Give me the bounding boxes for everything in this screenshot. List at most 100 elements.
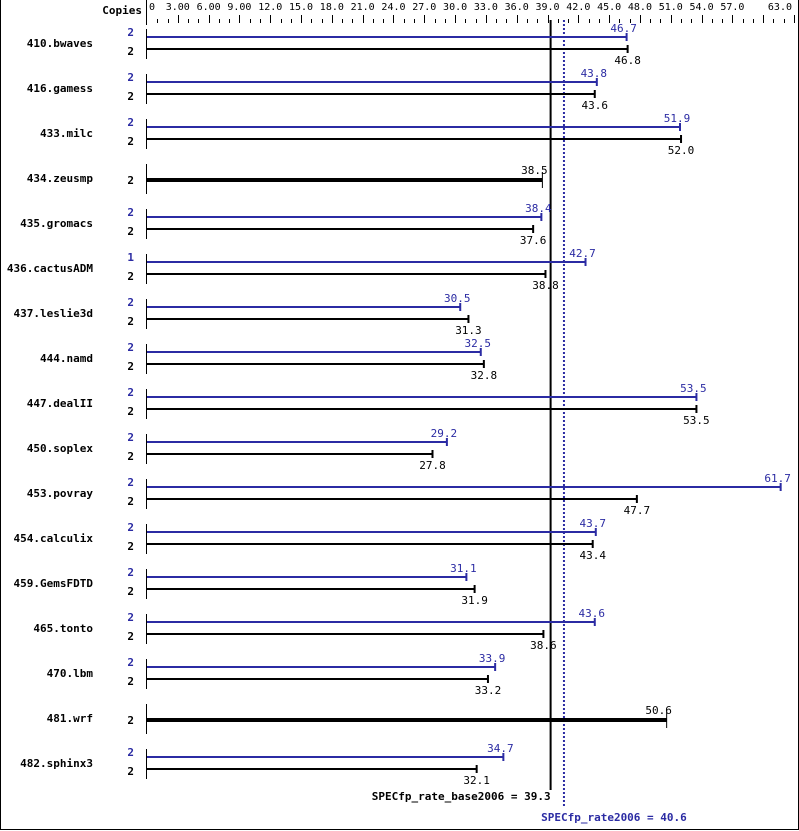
copies-peak: 2 bbox=[127, 476, 134, 489]
benchmark-label: 437.leslie3d bbox=[14, 307, 93, 320]
peak-value-label: 31.1 bbox=[450, 562, 477, 575]
benchmark-label: 482.sphinx3 bbox=[20, 757, 93, 770]
peak-value-label: 43.8 bbox=[581, 67, 608, 80]
benchmark-label: 436.cactusADM bbox=[7, 262, 93, 275]
copies-peak: 2 bbox=[127, 116, 134, 129]
x-tick-label: 21.0 bbox=[351, 2, 375, 13]
copies-base: 2 bbox=[127, 765, 134, 778]
copies-base: 2 bbox=[127, 630, 134, 643]
copies-peak: 2 bbox=[127, 206, 134, 219]
base-reference-label: SPECfp_rate_base2006 = 39.3 bbox=[372, 790, 551, 803]
x-tick-label: 18.0 bbox=[320, 2, 344, 13]
copies-peak: 2 bbox=[127, 521, 134, 534]
x-tick-label: 54.0 bbox=[690, 2, 714, 13]
benchmark-label: 435.gromacs bbox=[20, 217, 93, 230]
copies-base: 2 bbox=[127, 45, 134, 58]
x-tick-label: 3.00 bbox=[166, 2, 190, 13]
x-tick-label: 39.0 bbox=[535, 2, 559, 13]
copies-peak: 2 bbox=[127, 746, 134, 759]
peak-value-label: 43.6 bbox=[579, 607, 606, 620]
axis-header-copies: Copies bbox=[102, 4, 142, 17]
copies-peak: 2 bbox=[127, 71, 134, 84]
copies-base: 2 bbox=[127, 675, 134, 688]
base-value-label: 50.6 bbox=[645, 704, 672, 717]
base-value-label: 53.5 bbox=[683, 414, 710, 427]
peak-value-label: 46.7 bbox=[610, 22, 637, 35]
peak-value-label: 61.7 bbox=[764, 472, 791, 485]
copies-base: 2 bbox=[127, 174, 134, 187]
peak-value-label: 42.7 bbox=[569, 247, 596, 260]
base-value-label: 27.8 bbox=[419, 459, 446, 472]
copies-base: 2 bbox=[127, 315, 134, 328]
base-value-label: 31.3 bbox=[455, 324, 482, 337]
copies-base: 2 bbox=[127, 495, 134, 508]
x-tick-label: 63.0 bbox=[768, 2, 792, 13]
x-tick-label: 9.00 bbox=[227, 2, 251, 13]
copies-peak: 2 bbox=[127, 566, 134, 579]
base-value-label: 43.6 bbox=[582, 99, 609, 112]
base-value-label: 52.0 bbox=[668, 144, 695, 157]
base-value-label: 31.9 bbox=[461, 594, 488, 607]
base-value-label: 43.4 bbox=[579, 549, 606, 562]
copies-base: 2 bbox=[127, 225, 134, 238]
x-tick-label: 24.0 bbox=[381, 2, 405, 13]
copies-base: 2 bbox=[127, 405, 134, 418]
base-value-label: 47.7 bbox=[624, 504, 651, 517]
x-tick-label: 51.0 bbox=[659, 2, 683, 13]
benchmark-label: 481.wrf bbox=[47, 712, 93, 725]
peak-value-label: 34.7 bbox=[487, 742, 514, 755]
benchmark-label: 416.gamess bbox=[27, 82, 93, 95]
x-tick-label: 27.0 bbox=[412, 2, 436, 13]
copies-peak: 2 bbox=[127, 656, 134, 669]
base-value-label: 46.8 bbox=[614, 54, 641, 67]
copies-peak: 2 bbox=[127, 611, 134, 624]
x-tick-label: 12.0 bbox=[258, 2, 282, 13]
benchmark-label: 470.lbm bbox=[47, 667, 94, 680]
copies-base: 2 bbox=[127, 90, 134, 103]
base-value-label: 37.6 bbox=[520, 234, 547, 247]
base-value-label: 32.1 bbox=[463, 774, 490, 787]
copies-base: 2 bbox=[127, 585, 134, 598]
x-tick-label: 57.0 bbox=[720, 2, 744, 13]
benchmark-label: 410.bwaves bbox=[27, 37, 93, 50]
peak-value-label: 43.7 bbox=[580, 517, 607, 530]
base-value-label: 38.5 bbox=[521, 164, 548, 177]
benchmark-label: 454.calculix bbox=[14, 532, 94, 545]
copies-peak: 2 bbox=[127, 431, 134, 444]
x-tick-label: 33.0 bbox=[474, 2, 498, 13]
benchmark-label: 433.milc bbox=[40, 127, 93, 140]
benchmark-label: 459.GemsFDTD bbox=[14, 577, 94, 590]
peak-value-label: 29.2 bbox=[431, 427, 458, 440]
x-tick-label: 36.0 bbox=[505, 2, 529, 13]
benchmark-label: 447.dealII bbox=[27, 397, 93, 410]
x-tick-label: 30.0 bbox=[443, 2, 467, 13]
base-value-label: 33.2 bbox=[475, 684, 502, 697]
x-tick-label: 45.0 bbox=[597, 2, 621, 13]
x-tick-label: 42.0 bbox=[566, 2, 590, 13]
benchmark-label: 465.tonto bbox=[33, 622, 93, 635]
copies-peak: 2 bbox=[127, 386, 134, 399]
base-value-label: 38.6 bbox=[530, 639, 557, 652]
copies-peak: 1 bbox=[127, 251, 134, 264]
copies-base: 2 bbox=[127, 450, 134, 463]
base-value-label: 38.8 bbox=[532, 279, 559, 292]
peak-value-label: 38.4 bbox=[525, 202, 552, 215]
peak-value-label: 51.9 bbox=[664, 112, 691, 125]
peak-value-label: 32.5 bbox=[465, 337, 492, 350]
copies-peak: 2 bbox=[127, 296, 134, 309]
x-tick-label: 15.0 bbox=[289, 2, 313, 13]
x-tick-label: 0 bbox=[149, 2, 155, 13]
copies-base: 2 bbox=[127, 714, 134, 727]
x-tick-label: 6.00 bbox=[197, 2, 221, 13]
benchmark-label: 450.soplex bbox=[27, 442, 94, 455]
copies-base: 2 bbox=[127, 360, 134, 373]
copies-base: 2 bbox=[127, 270, 134, 283]
peak-value-label: 30.5 bbox=[444, 292, 471, 305]
x-tick-label: 48.0 bbox=[628, 2, 652, 13]
copies-peak: 2 bbox=[127, 26, 134, 39]
copies-peak: 2 bbox=[127, 341, 134, 354]
peak-value-label: 53.5 bbox=[680, 382, 707, 395]
base-value-label: 32.8 bbox=[471, 369, 498, 382]
copies-base: 2 bbox=[127, 540, 134, 553]
